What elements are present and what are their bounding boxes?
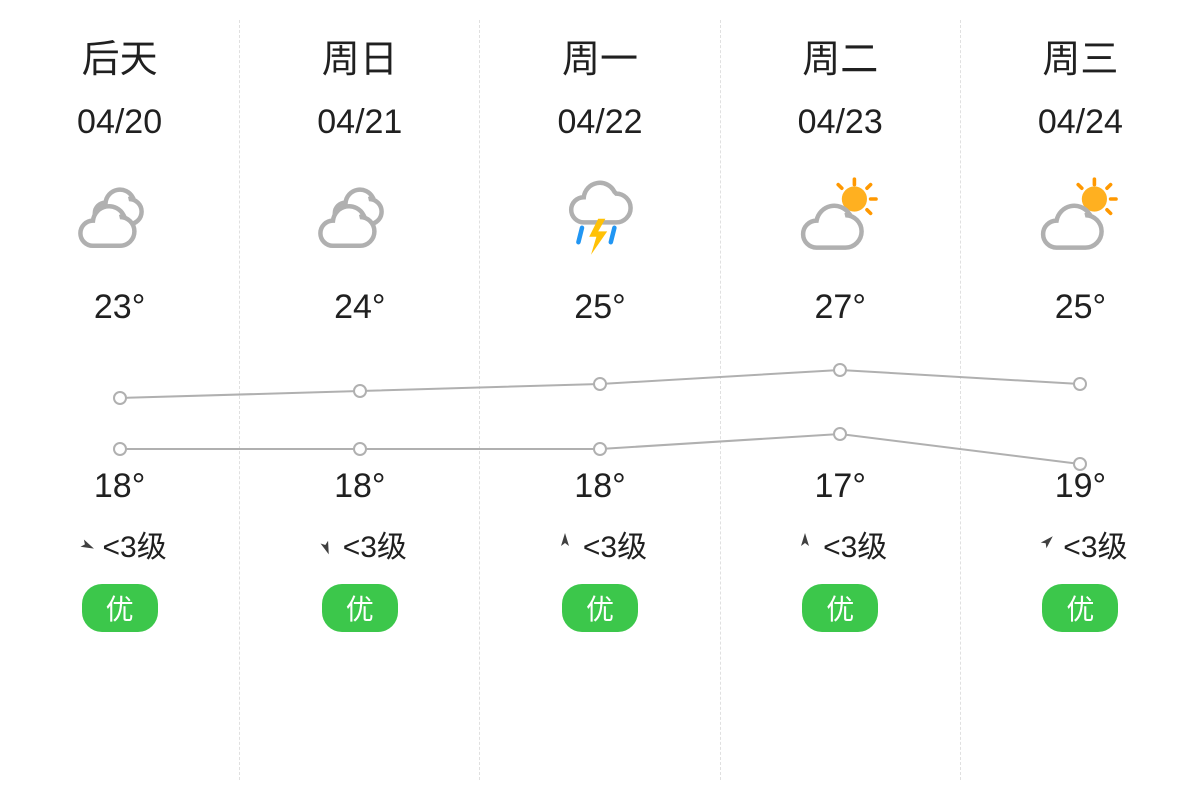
temp-low: 18° <box>94 467 145 506</box>
wind-direction-icon <box>1033 532 1057 556</box>
day-label: 周三 <box>1042 28 1118 83</box>
date-label: 04/24 <box>1038 103 1123 142</box>
day-label: 后天 <box>82 28 158 83</box>
chart-spacer <box>480 327 719 467</box>
aqi-badge: 优 <box>82 584 158 632</box>
wind-info: <3级 <box>313 522 407 566</box>
temp-high: 23° <box>94 288 145 327</box>
wind-info: <3级 <box>1033 522 1127 566</box>
wind-info: <3级 <box>793 522 887 566</box>
wind-direction-icon <box>72 532 96 556</box>
day-column[interactable]: 后天 04/20 23° 18° <3级 优 <box>0 20 240 780</box>
temp-high: 24° <box>334 288 385 327</box>
temp-high: 25° <box>574 288 625 327</box>
day-label: 周二 <box>802 28 878 83</box>
aqi-badge: 优 <box>322 584 398 632</box>
wind-level: <3级 <box>823 522 887 566</box>
wind-level: <3级 <box>343 522 407 566</box>
weather-icon-partly_cloudy <box>795 172 885 262</box>
date-label: 04/20 <box>77 103 162 142</box>
weather-icon-cloudy <box>75 172 165 262</box>
wind-direction-icon <box>313 532 337 556</box>
forecast-container: 后天 04/20 23° 18° <3级 优 周日 04/21 24° <box>0 0 1200 800</box>
wind-level: <3级 <box>102 522 166 566</box>
wind-level: <3级 <box>583 522 647 566</box>
temp-low: 17° <box>815 467 866 506</box>
day-column[interactable]: 周一 04/22 25° 18° <3级 优 <box>480 20 720 780</box>
chart-spacer <box>0 327 239 467</box>
wind-level: <3级 <box>1063 522 1127 566</box>
temp-low: 18° <box>574 467 625 506</box>
wind-direction-icon <box>553 532 577 556</box>
aqi-badge: 优 <box>802 584 878 632</box>
day-label: 周一 <box>562 28 638 83</box>
day-column[interactable]: 周二 04/23 27° 17° <3级 优 <box>721 20 961 780</box>
date-label: 04/22 <box>557 103 642 142</box>
wind-info: <3级 <box>553 522 647 566</box>
weather-icon-partly_cloudy <box>1035 172 1125 262</box>
temp-high: 25° <box>1055 288 1106 327</box>
chart-spacer <box>721 327 960 467</box>
day-label: 周日 <box>322 28 398 83</box>
wind-info: <3级 <box>72 522 166 566</box>
temp-low: 18° <box>334 467 385 506</box>
aqi-badge: 优 <box>562 584 638 632</box>
day-column[interactable]: 周日 04/21 24° 18° <3级 优 <box>240 20 480 780</box>
date-label: 04/21 <box>317 103 402 142</box>
temp-low: 19° <box>1055 467 1106 506</box>
wind-direction-icon <box>793 532 817 556</box>
date-label: 04/23 <box>798 103 883 142</box>
chart-spacer <box>961 327 1200 467</box>
temp-high: 27° <box>815 288 866 327</box>
day-column[interactable]: 周三 04/24 25° 19° <3级 优 <box>961 20 1200 780</box>
aqi-badge: 优 <box>1042 584 1118 632</box>
weather-icon-thunderstorm <box>555 172 645 262</box>
weather-icon-cloudy <box>315 172 405 262</box>
chart-spacer <box>240 327 479 467</box>
